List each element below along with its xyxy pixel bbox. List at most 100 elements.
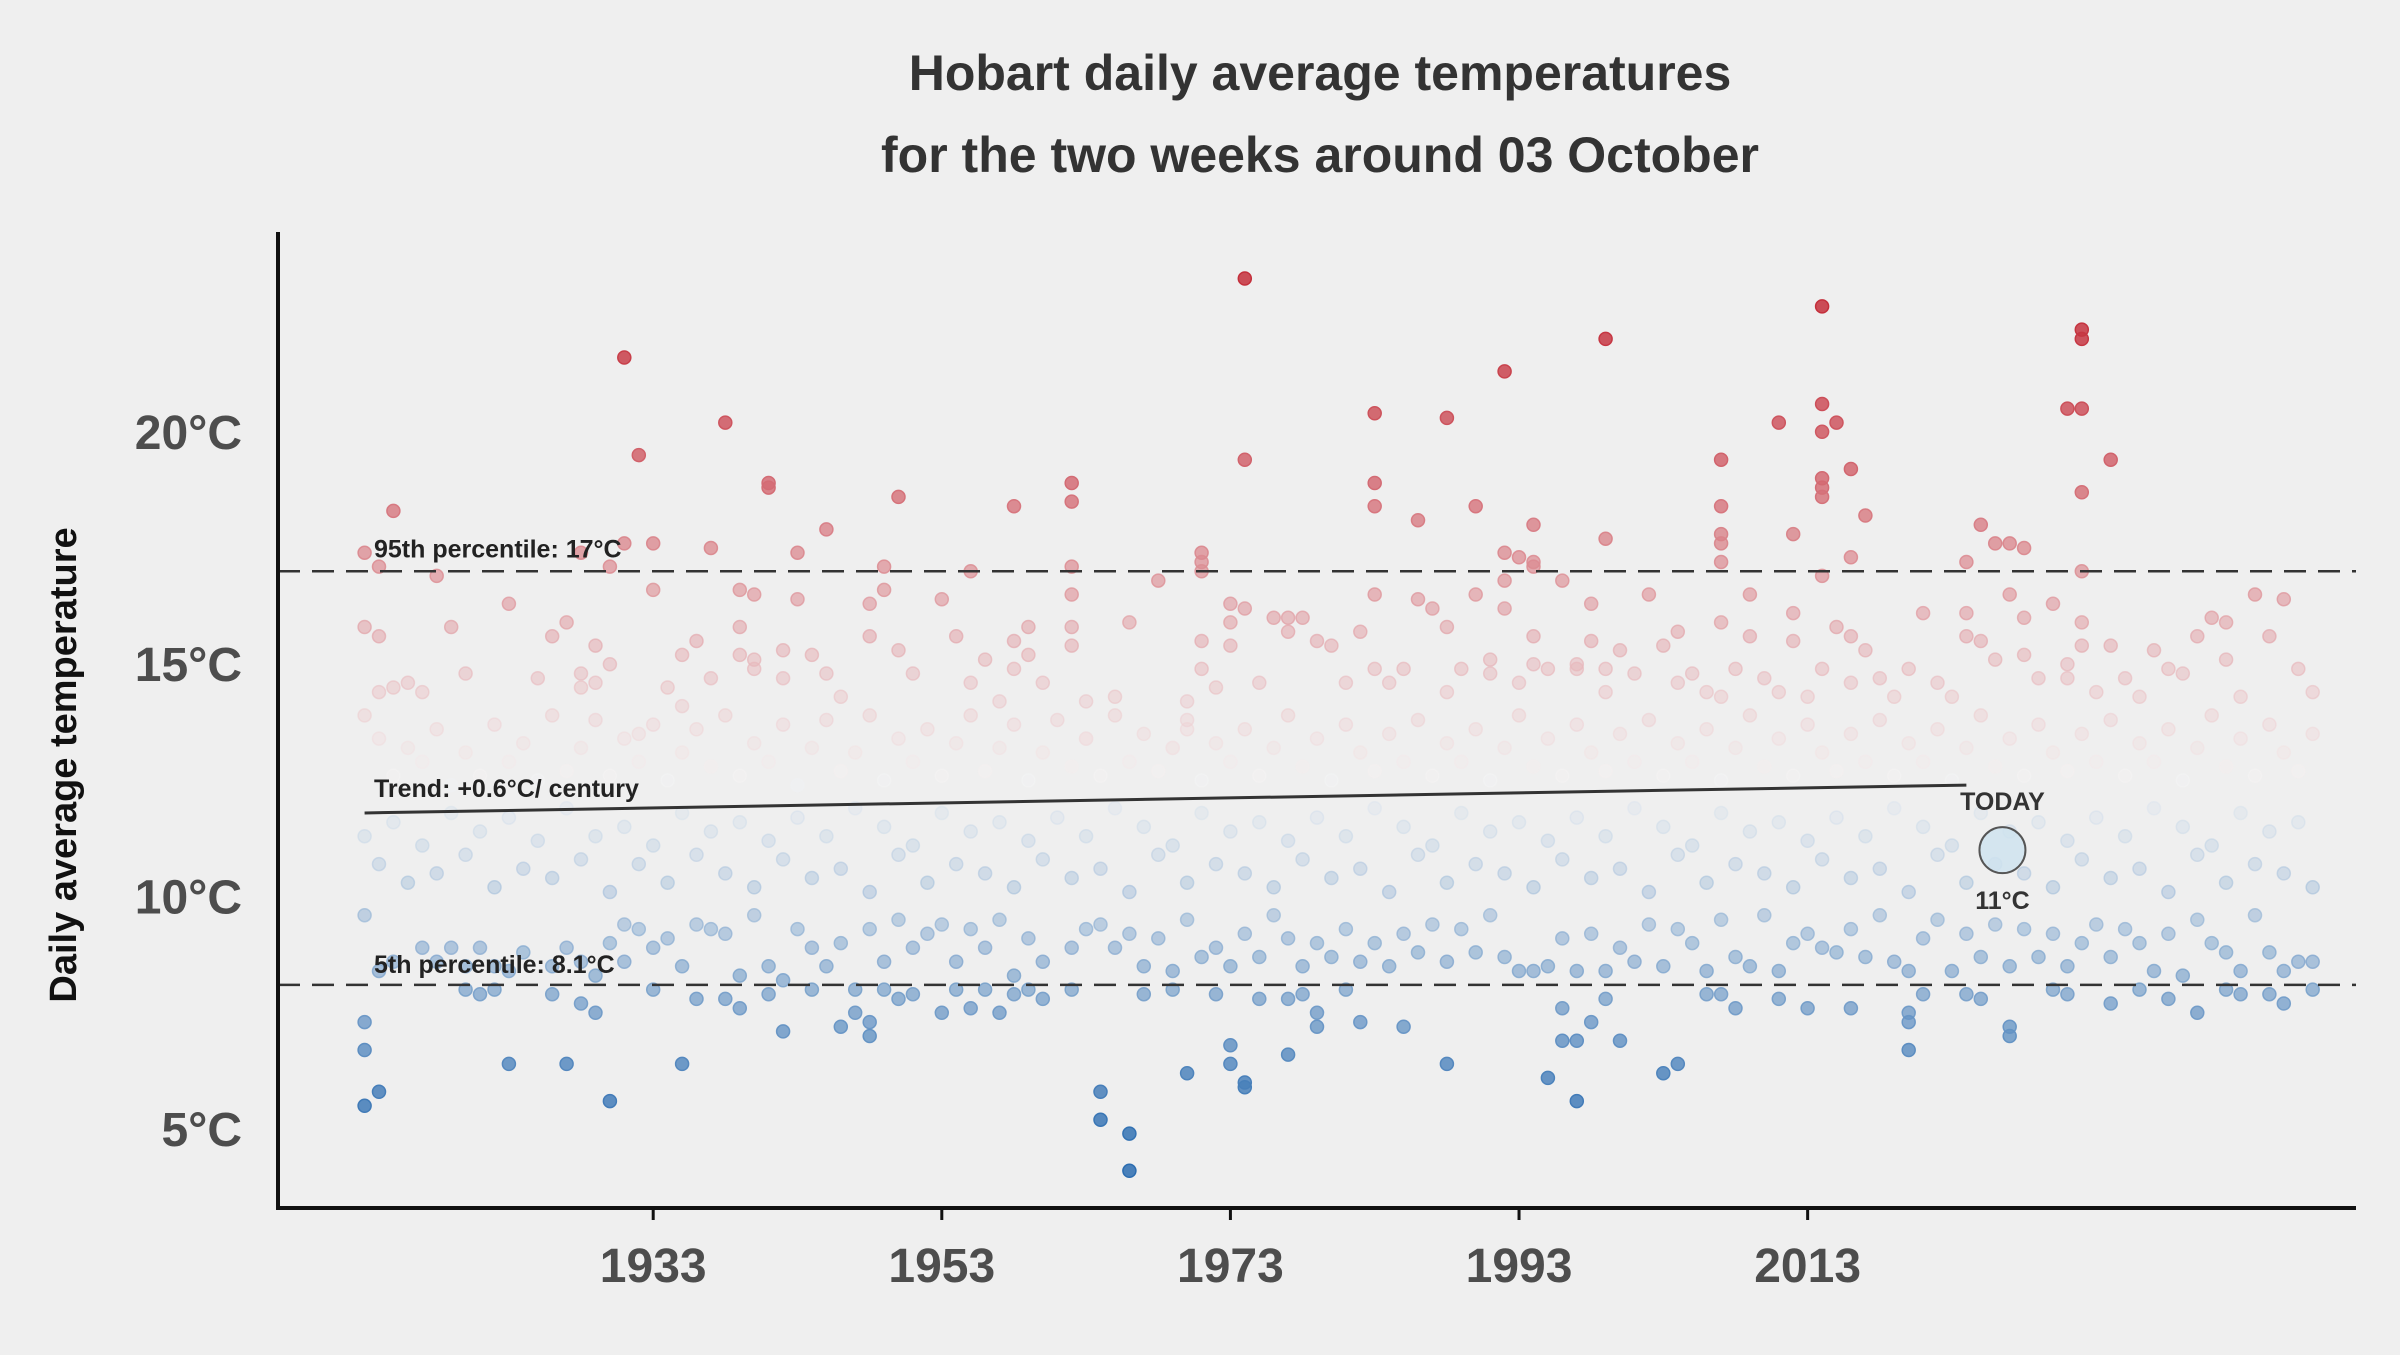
data-point — [1497, 364, 1512, 379]
data-point — [963, 1000, 978, 1016]
data-point — [1555, 573, 1570, 588]
data-point — [1901, 1014, 1916, 1030]
data-point — [1728, 740, 1743, 756]
series-mid-warm — [357, 708, 2320, 793]
data-point — [1872, 712, 1888, 728]
data-point — [1208, 940, 1224, 955]
data-point — [2204, 708, 2219, 723]
data-point — [1886, 768, 1902, 784]
data-point — [2132, 689, 2147, 705]
data-point — [1699, 722, 1714, 737]
data-point — [1959, 740, 1974, 756]
data-point — [1526, 629, 1541, 644]
data-point — [775, 717, 791, 732]
data-point — [415, 684, 430, 700]
data-point — [703, 921, 719, 937]
data-point — [862, 921, 877, 937]
data-point — [2060, 763, 2075, 779]
data-point — [1367, 661, 1382, 677]
data-point — [1915, 819, 1931, 835]
data-point — [544, 986, 560, 1002]
data-point — [2218, 875, 2234, 890]
data-point — [530, 670, 546, 686]
data-point — [2175, 773, 2191, 788]
data-point — [1959, 875, 1974, 890]
data-point — [1800, 926, 1815, 942]
data-point — [1843, 726, 1859, 742]
data-point — [718, 991, 733, 1007]
data-point — [1093, 1084, 1108, 1100]
data-point — [1497, 866, 1512, 881]
data-point — [1381, 884, 1397, 900]
y-tick-label: 20°C — [135, 407, 242, 460]
data-point — [1987, 652, 2003, 667]
data-point — [1439, 875, 1455, 890]
data-point — [1713, 452, 1729, 467]
data-point — [487, 717, 502, 732]
data-point — [977, 982, 993, 997]
data-point — [1252, 991, 1267, 1007]
data-point — [2146, 963, 2162, 979]
data-point — [660, 773, 675, 788]
data-point — [2016, 921, 2032, 937]
data-point — [1843, 550, 1859, 565]
data-point — [1381, 726, 1397, 742]
data-point — [862, 1028, 877, 1044]
data-point — [1699, 875, 1714, 890]
data-point — [1223, 1056, 1238, 1072]
data-point — [1901, 735, 1916, 751]
data-point — [602, 935, 618, 951]
data-point — [1338, 675, 1354, 691]
data-point — [862, 708, 877, 723]
data-point — [963, 708, 978, 723]
data-point — [761, 833, 776, 849]
data-point — [631, 921, 647, 937]
percentile-95-label: 95th percentile: 17°C — [374, 535, 622, 563]
chart-title-line-1: Hobart daily average temperatures — [909, 45, 1732, 101]
series-lower-band — [357, 907, 2320, 988]
data-point — [1237, 1079, 1253, 1095]
data-point — [689, 633, 704, 649]
data-point — [1410, 591, 1426, 607]
data-point — [1511, 814, 1527, 830]
data-point — [2247, 768, 2263, 784]
data-point — [645, 536, 661, 551]
data-point — [559, 1056, 574, 1072]
data-point — [588, 828, 603, 844]
data-point — [876, 954, 892, 969]
data-point — [1367, 475, 1382, 491]
data-point — [544, 629, 560, 644]
data-point — [2016, 866, 2032, 881]
data-point — [573, 680, 589, 695]
data-point — [1973, 708, 1989, 723]
data-point — [602, 768, 618, 784]
data-point — [588, 968, 603, 983]
data-point — [819, 828, 834, 844]
data-point — [2031, 814, 2046, 830]
data-point — [1266, 740, 1281, 756]
data-point — [1728, 949, 1743, 965]
data-point — [689, 722, 704, 737]
data-point — [1569, 717, 1585, 732]
data-point — [1930, 675, 1945, 691]
data-point — [992, 814, 1007, 830]
data-point — [631, 447, 647, 463]
data-point — [559, 940, 574, 955]
data-point — [1237, 452, 1253, 467]
data-point — [1439, 410, 1455, 426]
data-point — [1670, 847, 1686, 863]
data-point — [1136, 819, 1152, 835]
data-point — [1526, 554, 1541, 570]
data-point — [2074, 935, 2090, 951]
data-point — [920, 722, 935, 737]
data-point — [573, 666, 589, 681]
data-point — [1223, 638, 1238, 653]
data-point — [1439, 684, 1455, 700]
data-point — [1959, 554, 1974, 570]
data-point — [1309, 1019, 1325, 1034]
data-point — [2204, 838, 2219, 853]
data-point — [1309, 935, 1325, 951]
data-point — [1713, 986, 1729, 1002]
data-point — [1338, 921, 1354, 937]
data-point — [1324, 870, 1339, 886]
